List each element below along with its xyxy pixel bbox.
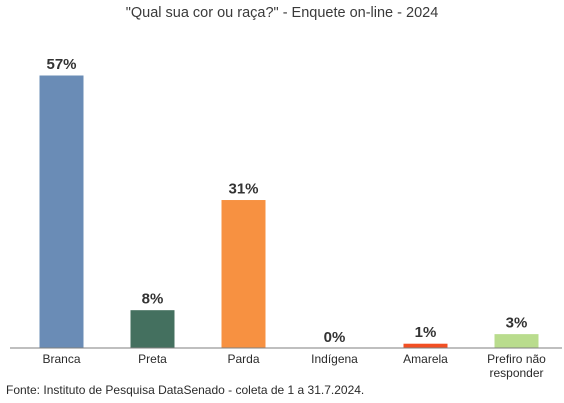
tick-label-amarela: Amarela [403, 352, 448, 366]
value-label-amarela: 1% [415, 324, 437, 341]
tick-label-parda: Parda [227, 352, 259, 366]
bar-preta [129, 309, 176, 349]
bar-parda [220, 199, 267, 349]
chart-title: "Qual sua cor ou raça?" - Enquete on-lin… [125, 5, 439, 21]
tick-label-indigena: Indígena [311, 352, 358, 366]
value-label-indigena: 0% [324, 329, 346, 346]
bars-group [38, 74, 540, 349]
value-label-branca: 57% [46, 56, 76, 73]
bar-amarela [402, 342, 449, 349]
value-label-prefiro-nao-responder: 3% [506, 315, 528, 332]
tick-labels-group: Branca Preta Parda Indígena Amarela Prefiro n… [42, 352, 546, 380]
tick-label-preta: Preta [138, 352, 167, 366]
tick-label-branca: Branca [42, 352, 80, 366]
value-labels-group: 57% 8% 31% 0% 1% 3% [46, 56, 527, 346]
bar-prefiro-nao-responder [493, 333, 540, 349]
chart-source: Fonte: Instituto de Pesquisa DataSenado … [6, 383, 365, 397]
tick-label-prefiro-nao-responder: Prefiro não responder [487, 352, 546, 380]
bar-branca [38, 74, 85, 349]
value-label-preta: 8% [142, 291, 164, 308]
value-label-parda: 31% [228, 181, 258, 198]
